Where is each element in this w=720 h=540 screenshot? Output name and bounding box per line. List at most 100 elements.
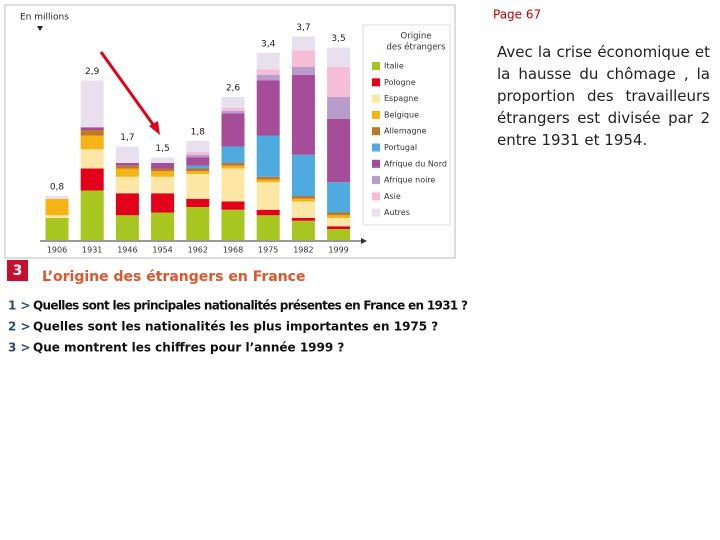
bar-segment: [45, 218, 69, 240]
total-label: 2,9: [85, 67, 100, 77]
bar-segment: [115, 146, 139, 163]
bar-segment: [186, 198, 210, 207]
question-text: Quelles sont les principales nationalité…: [33, 299, 468, 313]
total-label: 2,6: [226, 84, 241, 94]
legend-title: Origine: [401, 32, 432, 42]
question-number: 3 >: [8, 341, 31, 355]
legend-label: Afrique du Nord: [384, 159, 447, 168]
bar-segment: [80, 130, 104, 136]
bar-segment: [327, 97, 351, 119]
legend-label: Italie: [384, 62, 404, 71]
legend-swatch: [372, 62, 380, 70]
x-tick-label: 1906: [47, 246, 67, 255]
legend-label: Espagne: [384, 94, 418, 103]
bar-segment: [80, 127, 104, 130]
bar-segment: [115, 215, 139, 240]
bar-segment: [45, 215, 69, 218]
bar-segment: [327, 212, 351, 216]
x-tick-label: 1931: [82, 246, 102, 255]
x-tick-label: 1975: [258, 246, 278, 255]
bar-segment: [327, 182, 351, 213]
bar-segment: [221, 165, 245, 169]
annotation-arrow: [99, 51, 159, 131]
bar-segment: [291, 154, 315, 196]
bar-segment: [221, 113, 245, 147]
bar-segment: [221, 110, 245, 114]
bar-segment: [256, 135, 280, 177]
unit-label: En millions: [20, 13, 69, 23]
bar-segment: [186, 152, 210, 155]
bar-segment: [186, 168, 210, 172]
legend-swatch: [372, 192, 380, 201]
bar-segment: [186, 157, 210, 166]
bar-segment: [151, 168, 175, 172]
bar-segment: [45, 196, 69, 199]
bar-segment: [80, 190, 104, 240]
bar-segment: [186, 154, 210, 158]
x-tick-label: 1962: [188, 246, 208, 255]
legend-label: Autres: [384, 208, 410, 217]
bar-segment: [221, 163, 245, 166]
legend-swatch: [372, 94, 380, 103]
legend-label: Pologne: [384, 78, 416, 87]
x-tick-label: 1968: [223, 246, 243, 255]
bar-segment: [221, 168, 245, 202]
bar-segment: [327, 218, 351, 227]
legend-swatch: [372, 159, 380, 168]
bar-segment: [291, 218, 315, 221]
total-label: 0,8: [50, 183, 65, 193]
question-text: Quelles sont les nationalités les plus i…: [33, 320, 438, 334]
total-label: 3,5: [331, 34, 345, 44]
legend-swatch: [372, 127, 380, 136]
total-label: 3,4: [261, 40, 276, 50]
bar-segment: [186, 171, 210, 174]
figure-badge: [7, 260, 28, 281]
bar-segment: [45, 198, 69, 216]
legend-title: des étrangers: [387, 42, 447, 53]
bar-segment: [186, 174, 210, 199]
bar-segment: [256, 69, 280, 75]
bar-segment: [327, 229, 351, 240]
legend-swatch: [372, 143, 380, 152]
bar-segment: [151, 163, 175, 169]
bar-segment: [291, 75, 315, 155]
bar-segment: [115, 193, 139, 216]
bar-segment: [291, 220, 315, 240]
bar-segment: [327, 215, 351, 218]
total-label: 1,5: [155, 144, 169, 154]
bar-segment: [256, 209, 280, 216]
legend-swatch: [372, 208, 380, 217]
bar-segment: [221, 97, 245, 108]
bar-segment: [115, 168, 139, 177]
bar-segment: [151, 176, 175, 194]
page-label: Page 67: [493, 8, 541, 22]
total-label: 1,8: [191, 128, 206, 138]
bar-segment: [291, 198, 315, 202]
x-axis-arrow: [361, 238, 367, 244]
bar-segment: [186, 207, 210, 240]
bar-segment: [80, 80, 104, 128]
legend-label: Afrique noire: [384, 176, 435, 185]
x-tick-label: 1954: [152, 246, 172, 255]
bar-segment: [291, 66, 315, 75]
x-tick-label: 1982: [293, 246, 313, 255]
bar-segment: [221, 201, 245, 210]
bar-segment: [256, 182, 280, 210]
bar-segment: [80, 168, 104, 191]
bar-segment: [256, 75, 280, 81]
x-tick-label: 1999: [328, 246, 348, 255]
bar-segment: [291, 36, 315, 51]
bar-segment: [151, 157, 175, 163]
bar-segment: [256, 176, 280, 180]
body-text: Avec la crise économique et la hausse du…: [497, 43, 710, 149]
bar-segment: [115, 176, 139, 194]
bar-segment: [186, 141, 210, 152]
bar-segment: [291, 201, 315, 218]
bar-segment: [256, 179, 280, 183]
bar-segment: [327, 66, 351, 97]
caption: L’origine des étrangers en France: [42, 269, 305, 285]
bar-segment: [327, 119, 351, 183]
axis-arrow: [37, 26, 43, 31]
